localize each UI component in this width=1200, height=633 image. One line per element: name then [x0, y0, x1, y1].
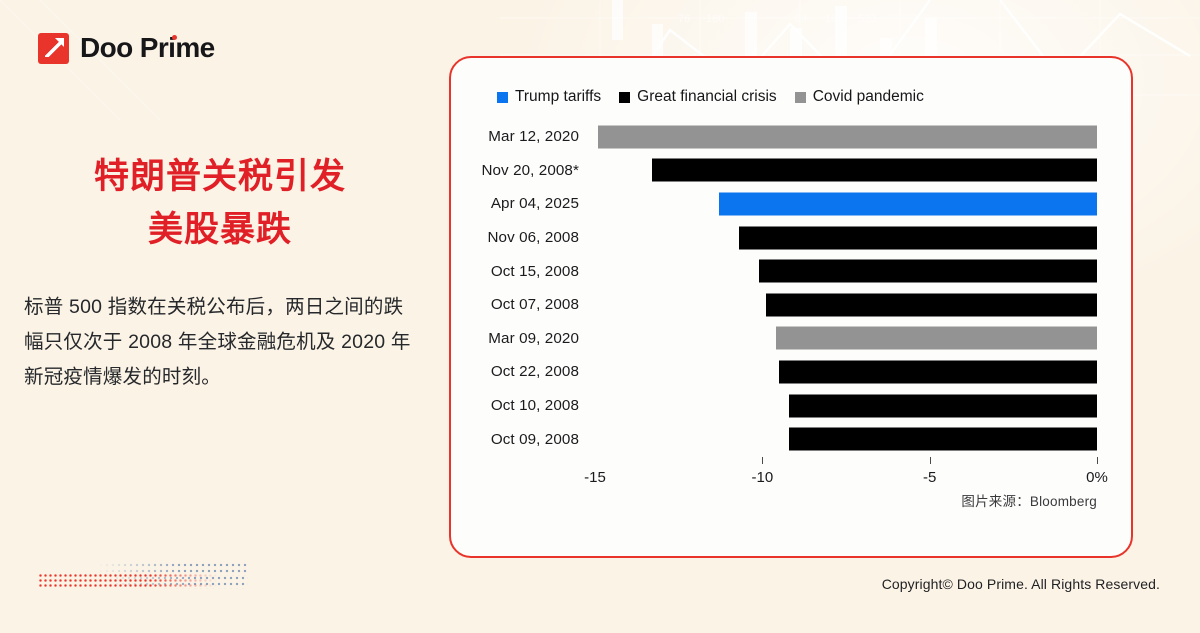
axis-tick-mark: [1097, 456, 1098, 464]
chart-row-label: Apr 04, 2025: [490, 195, 579, 213]
chart-row-track: [595, 389, 1097, 423]
svg-text:523: 523: [858, 13, 876, 25]
chart-row: Nov 06, 2008: [473, 221, 1097, 255]
legend-label: Trump tariffs: [515, 88, 602, 105]
chart-row: Oct 07, 2008: [473, 288, 1097, 322]
chart-row: Oct 10, 2008: [473, 389, 1097, 423]
logo-accent-dot-icon: [171, 35, 177, 40]
legend-swatch-icon: [619, 91, 631, 103]
halftone-dot-decoration: [38, 560, 248, 592]
svg-text:188: 188: [825, 13, 843, 25]
chart-row: Nov 20, 2008*: [473, 154, 1097, 188]
chart-row-track: [595, 254, 1097, 288]
legend-swatch-icon: [497, 91, 508, 103]
chart-row-label: Mar 12, 2020: [488, 128, 579, 146]
legend-item[interactable]: Trump tariffs: [497, 88, 601, 106]
chart-row-track: [595, 355, 1097, 389]
chart-x-axis: -15 -10 -5 0%: [584, 456, 1108, 491]
axis-tick-label: -15: [584, 468, 606, 486]
svg-text:04: 04: [795, 13, 807, 25]
chart-bar[interactable]: [718, 192, 1097, 216]
legend-swatch-icon: [794, 91, 806, 103]
svg-text:180: 180: [706, 13, 724, 25]
body-paragraph: 标普 500 指数在关税公布后，两日之间的跌幅只仅次于 2008 年全球金融危机…: [24, 296, 411, 388]
legend-item[interactable]: Great financial crisis: [619, 88, 777, 106]
chart-bar[interactable]: [775, 326, 1097, 350]
chart-row-track: [595, 422, 1097, 456]
chart-row-label: Oct 15, 2008: [490, 262, 579, 280]
chart-row-label: Oct 09, 2008: [490, 430, 579, 448]
brand-name: Doo Prime: [80, 32, 215, 64]
chart-legend: Trump tariffs Great financial crisis Covid…: [473, 88, 1097, 106]
axis-tick-label: -10: [751, 468, 774, 486]
halftone-dots-blue-upper: [98, 562, 248, 576]
chart-row-track: [595, 120, 1097, 154]
chart-row-label: Nov 20, 2008*: [481, 161, 579, 179]
chart-card: Trump tariffs Great financial crisis Covid…: [449, 56, 1133, 558]
legend-label: Covid pandemic: [812, 88, 924, 105]
chart-bar[interactable]: [765, 293, 1097, 317]
chart-row-label: Oct 22, 2008: [490, 363, 579, 381]
brand-logo[interactable]: Doo Prime: [38, 32, 215, 64]
chart-bar[interactable]: [598, 125, 1097, 149]
chart-row-track: [595, 154, 1097, 188]
axis-tick-label: 0%: [1086, 468, 1108, 486]
chart-row-label: Mar 09, 2020: [488, 329, 579, 347]
chart-bar[interactable]: [738, 226, 1097, 250]
chart-row-label: Oct 07, 2008: [490, 296, 579, 314]
halftone-dots-red: [38, 573, 218, 587]
legend-item[interactable]: Covid pandemic: [794, 88, 924, 106]
brand-name-text: Doo Prime: [80, 32, 215, 63]
chart-bar[interactable]: [789, 427, 1097, 451]
chart-row: Oct 15, 2008: [473, 254, 1097, 288]
axis-tick-mark: [762, 456, 764, 464]
headline-line-1: 特朗普关税引发: [93, 157, 346, 196]
chart-row-track: [595, 187, 1097, 221]
page-title: 特朗普关税引发 美股暴跌: [0, 150, 440, 256]
svg-text:76: 76: [678, 13, 690, 25]
left-text-panel: 特朗普关税引发 美股暴跌 标普 500 指数在关税公布后，两日之间的跌幅只仅次于…: [0, 150, 440, 394]
chart-row: Mar 09, 2020: [473, 322, 1097, 356]
chart-plot-area: Mar 12, 2020 Nov 20, 2008* Apr 04, 2025 Nov…: [473, 120, 1097, 456]
chart-row: Mar 12, 2020: [473, 120, 1097, 154]
chart-row-track: [595, 288, 1097, 322]
chart-x-axis-wrap: -15 -10 -5 0%: [473, 456, 1108, 491]
legend-label: Great financial crisis: [637, 88, 777, 105]
chart-bar[interactable]: [779, 360, 1097, 384]
chart-bar[interactable]: [758, 259, 1097, 283]
chart-source-note: 图片来源：Bloomberg: [961, 494, 1097, 509]
chart-row: Apr 04, 2025: [473, 187, 1097, 221]
chart-row-track: [595, 221, 1097, 255]
axis-spacer: [473, 457, 595, 491]
chart-row-track: [595, 322, 1097, 356]
chart-row: Oct 22, 2008: [473, 355, 1097, 389]
chart-bar[interactable]: [789, 394, 1097, 418]
chart-row-label: Nov 06, 2008: [487, 229, 579, 247]
chart-row: Oct 09, 2008: [473, 422, 1097, 456]
axis-tick-mark: [929, 456, 931, 464]
chart-row-label: Oct 10, 2008: [490, 397, 579, 415]
axis-tick-label: -5: [922, 468, 937, 486]
doo-prime-logo-icon: [38, 32, 69, 64]
footer-copyright: Copyright© Doo Prime. All Rights Reserve…: [881, 576, 1160, 592]
chart-bar[interactable]: [651, 158, 1097, 182]
headline-line-2: 美股暴跌: [147, 210, 292, 250]
